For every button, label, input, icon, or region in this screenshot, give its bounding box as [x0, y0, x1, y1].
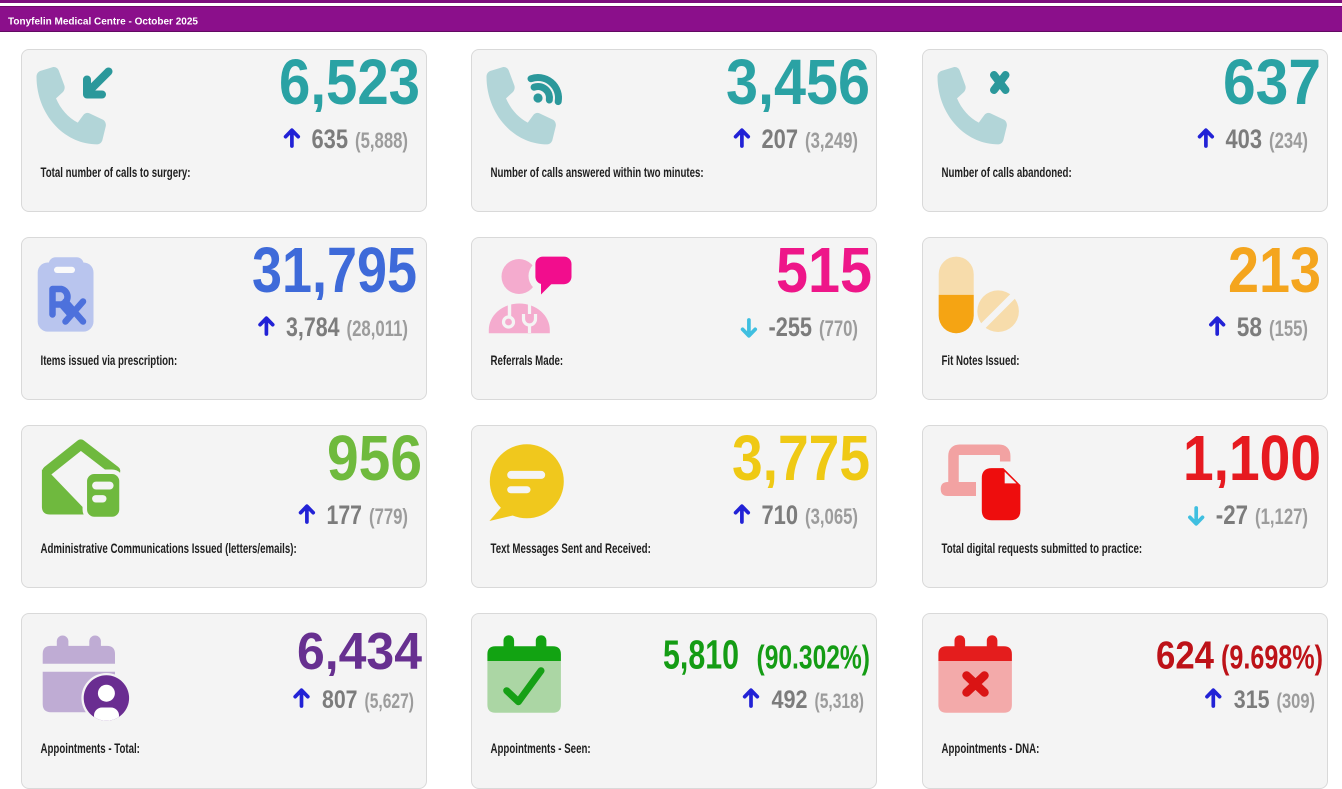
svg-text:(3,249): (3,249): [805, 128, 858, 153]
svg-text:-27: -27: [1216, 500, 1248, 530]
svg-text:5,810: 5,810: [663, 631, 739, 676]
svg-text:Administrative Communications: Administrative Communications Issued (le…: [41, 540, 297, 556]
svg-text:3,775: 3,775: [732, 426, 870, 488]
svg-text:207: 207: [761, 124, 798, 154]
svg-text:(5,627): (5,627): [365, 690, 415, 713]
svg-text:6,434: 6,434: [297, 623, 422, 676]
svg-text:(234): (234): [1269, 128, 1308, 153]
svg-text:Items issued via prescription:: Items issued via prescription:: [41, 352, 178, 368]
svg-text:710: 710: [761, 500, 798, 530]
svg-text:Tonyfelin Medical Centre - Oct: Tonyfelin Medical Centre - October 2025: [8, 15, 198, 27]
svg-text:1,100: 1,100: [1183, 426, 1321, 488]
svg-text:Number of calls answered withi: Number of calls answered within two minu…: [491, 164, 704, 180]
svg-text:Appointments - Total:: Appointments - Total:: [41, 740, 140, 756]
svg-text:(3,065): (3,065): [805, 504, 858, 529]
svg-text:(779): (779): [369, 504, 408, 529]
svg-text:Total digital requests submitt: Total digital requests submitted to prac…: [941, 540, 1142, 556]
svg-text:(5,318): (5,318): [815, 690, 865, 713]
svg-text:315: 315: [1233, 686, 1269, 714]
svg-text:956: 956: [327, 426, 422, 488]
svg-text:403: 403: [1226, 124, 1263, 154]
svg-text:(90.302%): (90.302%): [757, 638, 871, 675]
svg-text:31,795: 31,795: [252, 238, 417, 300]
svg-text:213: 213: [1228, 238, 1321, 300]
svg-text:Appointments - DNA:: Appointments - DNA:: [941, 740, 1039, 756]
svg-text:(28,011): (28,011): [346, 316, 408, 341]
svg-text:807: 807: [322, 686, 358, 714]
svg-text:58: 58: [1237, 312, 1262, 342]
svg-text:Fit Notes Issued:: Fit Notes Issued:: [941, 352, 1019, 368]
svg-text:(5,888): (5,888): [355, 128, 408, 153]
svg-text:492: 492: [772, 686, 808, 714]
svg-text:Referrals Made:: Referrals Made:: [491, 352, 564, 368]
svg-text:(9.698%): (9.698%): [1221, 638, 1323, 675]
svg-text:3,456: 3,456: [726, 50, 870, 112]
svg-text:Text Messages Sent and Receive: Text Messages Sent and Received:: [491, 540, 651, 556]
svg-text:635: 635: [311, 124, 348, 154]
svg-text:177: 177: [326, 500, 362, 530]
svg-text:(309): (309): [1276, 690, 1315, 713]
svg-text:515: 515: [776, 238, 872, 300]
svg-text:624: 624: [1156, 634, 1215, 676]
svg-text:Number of calls abandoned:: Number of calls abandoned:: [941, 164, 1071, 180]
svg-text:6,523: 6,523: [279, 50, 420, 112]
svg-text:(1,127): (1,127): [1255, 504, 1308, 529]
svg-text:637: 637: [1223, 50, 1321, 112]
svg-text:(770): (770): [819, 316, 858, 341]
svg-text:(155): (155): [1269, 316, 1308, 341]
svg-text:Total number of calls to surge: Total number of calls to surgery:: [41, 164, 191, 180]
svg-text:Appointments - Seen:: Appointments - Seen:: [491, 740, 591, 756]
svg-text:-255: -255: [768, 312, 812, 342]
svg-text:3,784: 3,784: [286, 312, 340, 342]
